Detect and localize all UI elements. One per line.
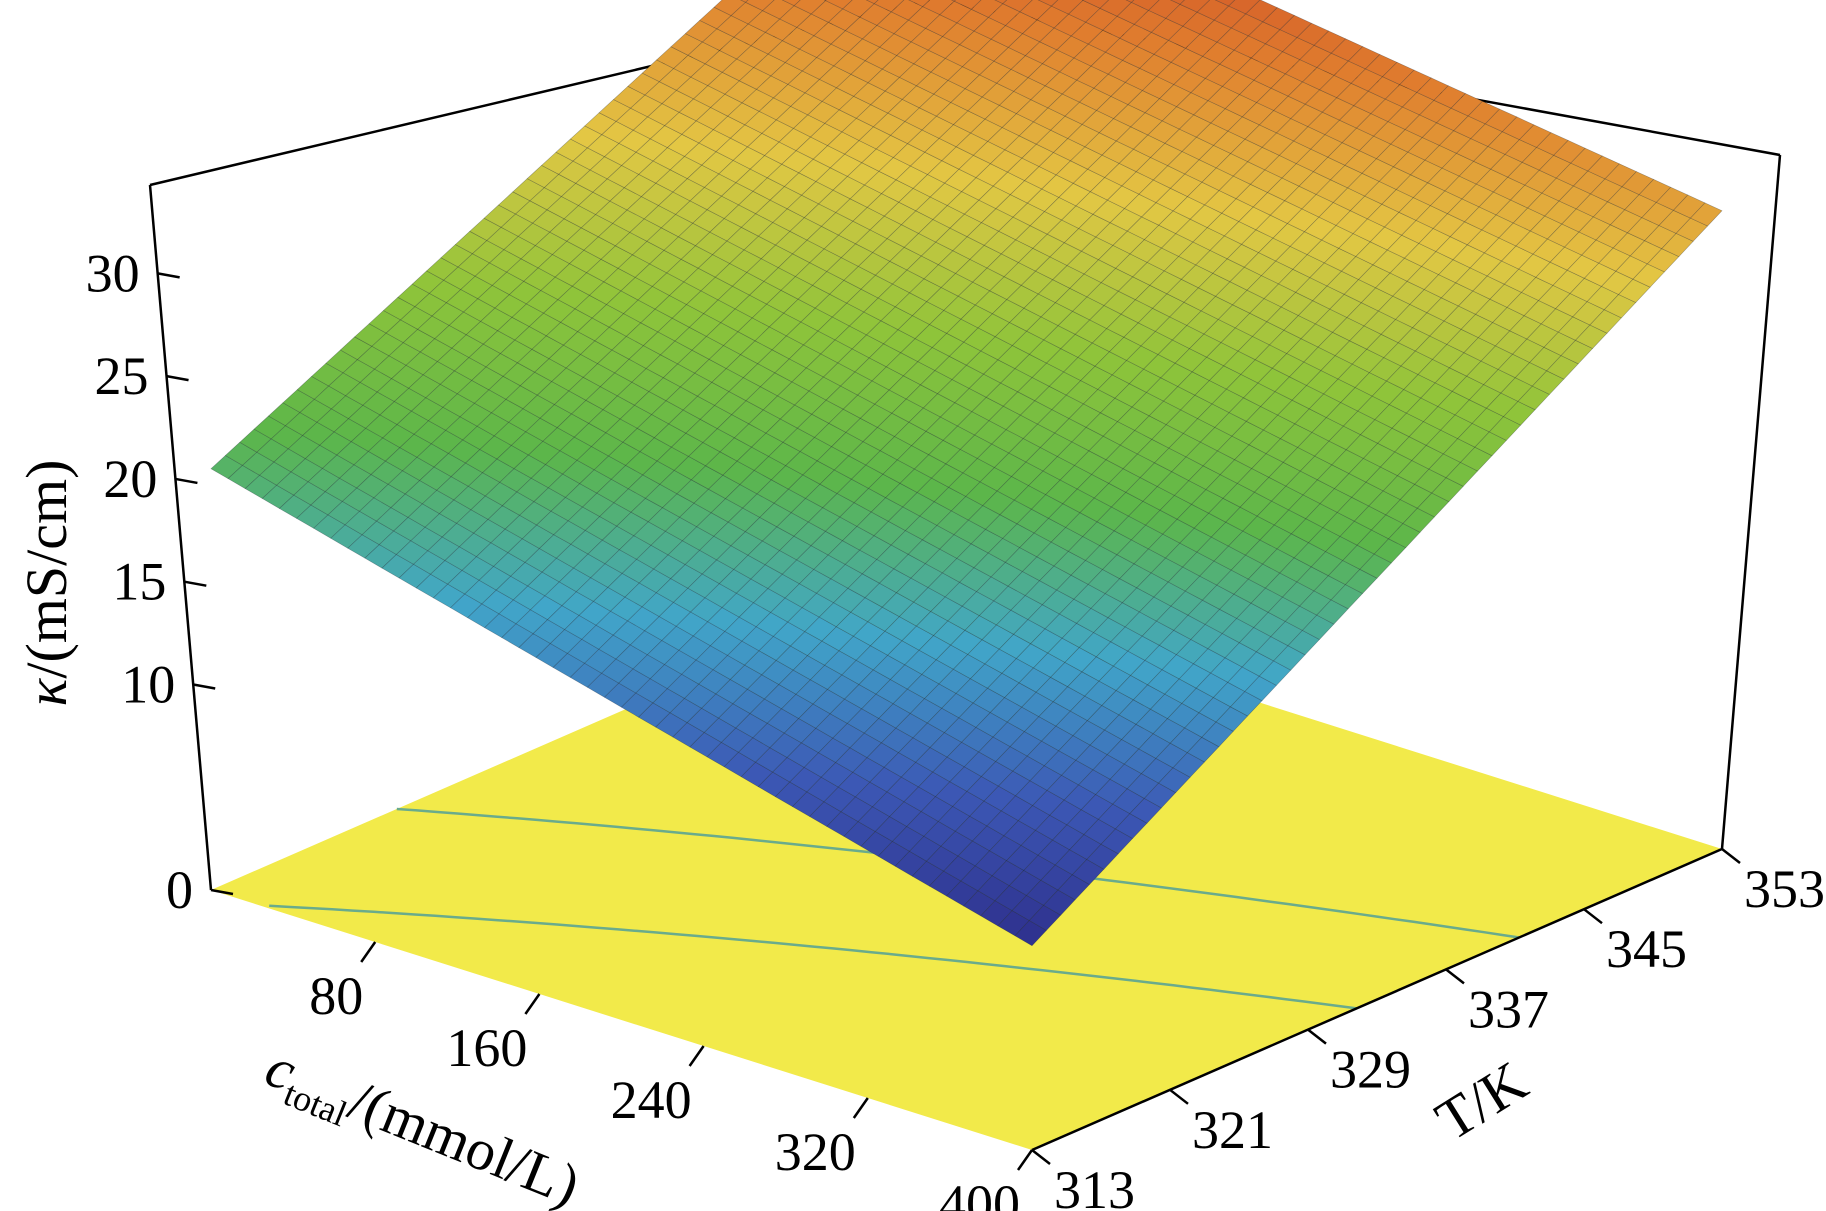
- surface-cell: [781, 0, 801, 7]
- surface-cell: [994, 0, 1008, 5]
- surface-cell: [953, 0, 982, 10]
- x-tick-label: 400: [939, 1174, 1020, 1211]
- x-tick-label: 80: [309, 966, 363, 1026]
- y-tick-mark: [1721, 848, 1741, 864]
- x-tick-label: 160: [446, 1018, 527, 1078]
- surface-cell: [1228, 0, 1261, 15]
- axis-ticks: 0 10 15 20 25 30 80 160 240 320 400 313 321 329 337 345…: [86, 243, 1825, 1211]
- z-tick-label: 30: [86, 243, 140, 303]
- y-tick-label: 313: [1054, 1160, 1135, 1211]
- surface-cell: [1002, 0, 1033, 13]
- surface-cell: [1179, 0, 1211, 13]
- z-axis-line: [148, 184, 213, 891]
- z-tick-mark: [210, 888, 234, 896]
- z-axis-unit: /(mS/cm): [14, 460, 79, 679]
- surface-cell: [1214, 0, 1236, 7]
- surface-cell: [1689, 202, 1723, 227]
- surface-cell: [865, 0, 879, 5]
- x-tick-mark: [524, 993, 541, 1015]
- y-tick-mark: [1169, 1088, 1189, 1105]
- y-axis-title: T/K: [1424, 1048, 1538, 1153]
- z-tick-mark: [157, 272, 180, 279]
- z-tick-label: 10: [121, 654, 175, 714]
- contour-line-16: [269, 904, 1357, 1010]
- y-tick-mark: [1031, 1149, 1051, 1165]
- z-tick-label: 15: [112, 552, 166, 612]
- x-axis-title: ctotal/(mmol/L): [255, 1034, 589, 1211]
- surface-cell: [1082, 0, 1110, 9]
- x-tick-label: 320: [775, 1122, 856, 1182]
- z-axis-symbol: κ: [14, 677, 79, 706]
- y-tick-mark: [1445, 968, 1465, 985]
- x-tick-mark: [852, 1097, 869, 1119]
- surface-cell: [745, 0, 775, 12]
- z-tick-label: 25: [95, 346, 149, 406]
- surface-cell: [740, 0, 749, 3]
- y-tick-label: 337: [1468, 979, 1549, 1039]
- z-tick-label: 0: [166, 860, 193, 920]
- surface-cell: [823, 0, 827, 1]
- z-tick-mark: [166, 374, 189, 382]
- z-tick-label: 20: [103, 449, 157, 509]
- y-tick-label: 353: [1744, 859, 1825, 919]
- y-tick-label: 345: [1606, 919, 1687, 979]
- surface-cell: [951, 0, 957, 2]
- surface-cell: [1125, 0, 1135, 3]
- x-tick-mark: [688, 1045, 705, 1067]
- surface-cell: [1130, 0, 1160, 11]
- back-right-edge: [1720, 154, 1782, 850]
- y-tick-mark: [1583, 908, 1603, 925]
- z-axis-title: κ/(mS/cm): [14, 460, 79, 707]
- z-tick-mark: [192, 683, 216, 690]
- y-tick-label: 329: [1330, 1040, 1411, 1100]
- x-axis-unit: /(mmol/L): [340, 1067, 588, 1211]
- surface-cell: [1170, 0, 1185, 5]
- x-tick-label: 240: [611, 1070, 692, 1130]
- y-tick-mark: [1307, 1028, 1327, 1045]
- conductivity-surface: [210, 0, 1723, 947]
- surface-cell: [825, 0, 853, 10]
- z-tick-mark: [184, 580, 207, 587]
- x-tick-mark: [1016, 1149, 1034, 1171]
- surface-cell: [908, 0, 931, 7]
- surface-cell: [1037, 0, 1059, 7]
- surface-cell: [873, 0, 905, 13]
- y-tick-label: 321: [1192, 1100, 1273, 1160]
- z-tick-mark: [175, 477, 198, 485]
- y-axis-line: [1031, 847, 1723, 1152]
- x-tick-mark: [360, 941, 377, 963]
